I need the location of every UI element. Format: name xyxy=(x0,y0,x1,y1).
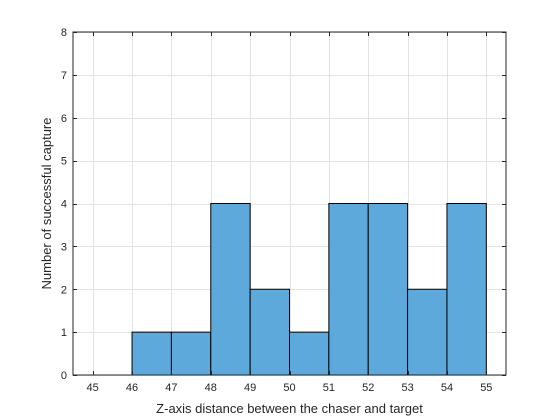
bars xyxy=(131,203,487,376)
histogram-bar xyxy=(249,288,291,376)
histogram-bar xyxy=(131,331,172,376)
axis-ticks xyxy=(73,32,506,376)
y-axis-label: Number of successful capture xyxy=(39,118,54,290)
y-tick-label: 4 xyxy=(61,199,67,211)
x-tick-label: 48 xyxy=(205,382,217,394)
x-tick-label: 51 xyxy=(323,382,335,394)
y-tick-labels: 0 1 2 3 4 5 6 7 8 xyxy=(61,27,67,382)
histogram-bar xyxy=(328,203,369,376)
y-tick-label: 8 xyxy=(61,27,67,39)
x-tick-label: 46 xyxy=(126,382,138,394)
x-tick-label: 55 xyxy=(480,382,492,394)
y-tick-label: 6 xyxy=(61,113,67,125)
x-tick-label: 45 xyxy=(87,382,99,394)
y-tick-label: 7 xyxy=(61,70,67,82)
x-tick-label: 53 xyxy=(401,382,413,394)
x-tick-label: 47 xyxy=(165,382,177,394)
x-tick-label: 49 xyxy=(244,382,256,394)
histogram-bar xyxy=(446,203,487,376)
histogram-bar xyxy=(407,288,448,376)
histogram-bar xyxy=(367,203,409,376)
plot-area-border xyxy=(72,31,507,376)
y-tick-label: 0 xyxy=(61,370,67,382)
y-tick-label: 1 xyxy=(61,327,67,339)
x-tick-label: 54 xyxy=(441,382,453,394)
y-tick-label: 2 xyxy=(61,284,67,296)
histogram-bar xyxy=(210,203,251,376)
y-tick-label: 5 xyxy=(61,156,67,168)
y-tick-label: 3 xyxy=(61,241,67,253)
histogram-bar xyxy=(170,331,212,376)
x-tick-label: 50 xyxy=(283,382,295,394)
histogram-bar xyxy=(289,331,330,376)
x-tick-labels: 45 46 47 48 49 50 51 52 53 54 55 xyxy=(87,382,493,394)
x-tick-label: 52 xyxy=(362,382,374,394)
x-axis-label: Z-axis distance between the chaser and t… xyxy=(156,401,423,416)
